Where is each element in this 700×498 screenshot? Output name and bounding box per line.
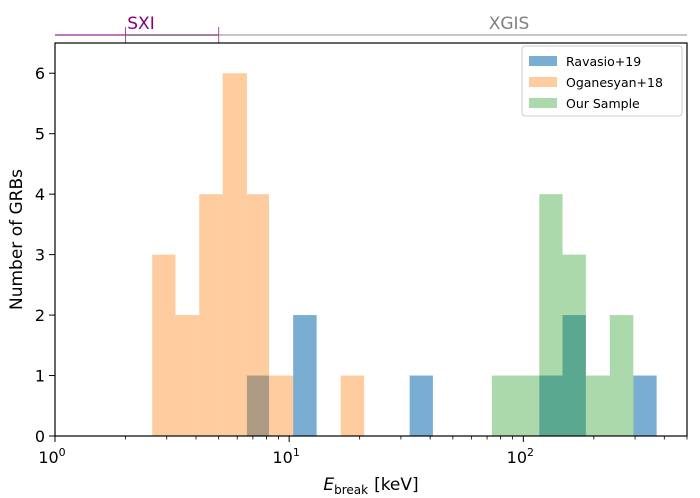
y-tick-label-2: 2 [35,306,45,325]
x-tick-label-10: 101 [272,446,299,467]
legend: Ravasio+19 Oganesyan+18 Our Sample [521,45,683,117]
x-axis-ticks: 100 101 102 [38,436,688,467]
bar-our-sample-1 [515,375,540,436]
legend-label-ravasio-19: Ravasio+19 [566,54,641,69]
x-tick-label-1: 100 [38,446,65,467]
bar-ravasio-19-2 [409,375,433,436]
legend-label-our-sample: Our Sample [566,96,640,111]
legend-swatch-oganesyan-18 [529,77,557,87]
bar-ravasio-19-4 [562,315,586,436]
x-axis-label-subscript: break [334,483,368,497]
xgis-band-label: XGIS [489,14,530,34]
bar-ravasio-19-1 [293,315,317,436]
bar-our-sample-5 [609,315,634,436]
bar-oganesyan-18-6 [340,375,365,436]
y-axis-ticks: 0 1 2 3 4 5 6 [35,64,55,446]
bar-oganesyan-18-2 [199,194,223,436]
bar-ravasio-19-5 [633,375,657,436]
legend-box [521,45,683,117]
y-tick-label-5: 5 [35,125,45,144]
bar-our-sample-4 [585,375,610,436]
sxi-band-label: SXI [127,14,154,34]
bar-oganesyan-18-5 [268,375,294,436]
bar-oganesyan-18-4 [246,194,269,436]
bar-our-sample-0 [491,375,516,436]
bar-ravasio-19-0 [246,375,269,436]
y-tick-label-4: 4 [35,185,45,204]
y-tick-label-6: 6 [35,64,45,83]
legend-swatch-ravasio-19 [529,56,557,66]
x-axis-label-symbol: E [323,475,334,495]
histogram-bars [152,73,657,436]
bar-ravasio-19-3 [539,375,563,436]
legend-label-oganesyan-18: Oganesyan+18 [566,75,663,90]
x-axis-label-unit: [keV] [374,475,419,495]
x-tick-label-100: 102 [507,446,534,467]
y-tick-label-3: 3 [35,246,45,265]
bar-our-sample-3 [562,254,586,436]
bar-oganesyan-18-0 [152,254,176,436]
x-axis-label: Ebreak [keV] [323,475,418,497]
bar-oganesyan-18-1 [175,315,200,436]
bar-our-sample-2 [539,194,563,436]
bar-oganesyan-18-3 [222,73,247,436]
y-tick-label-1: 1 [35,367,45,386]
y-tick-label-0: 0 [35,427,45,446]
legend-swatch-our-sample [529,98,557,108]
plot-frame [54,42,688,437]
instrument-bands: SXI XGIS [55,14,687,43]
y-axis-label: Number of GRBs [7,169,27,310]
